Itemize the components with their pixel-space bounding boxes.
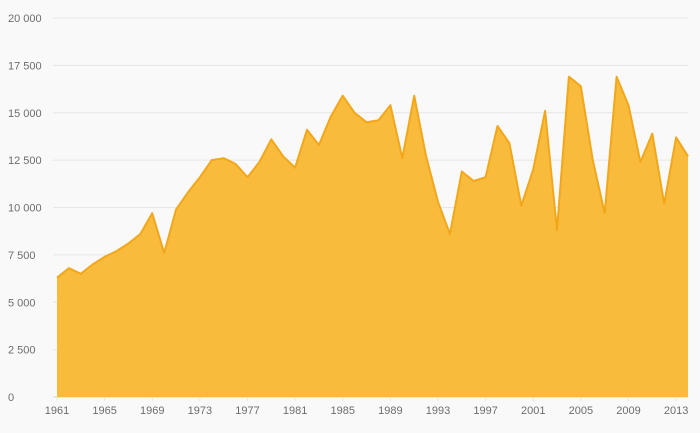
y-axis-tick-label: 10 000 <box>8 203 42 215</box>
area-series-line <box>56 75 689 279</box>
x-axis-tick-label: 1993 <box>426 405 450 417</box>
y-axis-tick-label: 20 000 <box>8 13 42 25</box>
y-axis-tick-label: 0 <box>8 392 14 404</box>
x-axis-tick-label: 1969 <box>140 405 164 417</box>
y-axis-tick-label: 17 500 <box>8 60 42 72</box>
x-axis-tick-label: 2001 <box>521 405 545 417</box>
x-axis-tick-label: 1981 <box>283 405 307 417</box>
x-axis-tick-label: 2013 <box>664 405 688 417</box>
x-axis-tick-label: 2005 <box>569 405 593 417</box>
x-axis-tick-label: 2009 <box>616 405 640 417</box>
x-axis-tick-label: 1965 <box>92 405 116 417</box>
y-axis-tick-label: 15 000 <box>8 108 42 120</box>
x-axis-tick-label: 1989 <box>378 405 402 417</box>
y-axis-tick-label: 5 000 <box>8 297 36 309</box>
x-axis-tick-label: 1973 <box>188 405 212 417</box>
area-series-fill <box>57 76 688 397</box>
x-axis-tick-label: 1961 <box>45 405 69 417</box>
y-axis-tick-label: 12 500 <box>8 155 42 167</box>
x-axis-tick-label: 1997 <box>473 405 497 417</box>
y-axis-tick-label: 2 500 <box>8 345 36 357</box>
x-axis-tick-label: 1985 <box>330 405 354 417</box>
x-axis-tick-label: 1977 <box>235 405 259 417</box>
y-axis-tick-label: 7 500 <box>8 250 36 262</box>
